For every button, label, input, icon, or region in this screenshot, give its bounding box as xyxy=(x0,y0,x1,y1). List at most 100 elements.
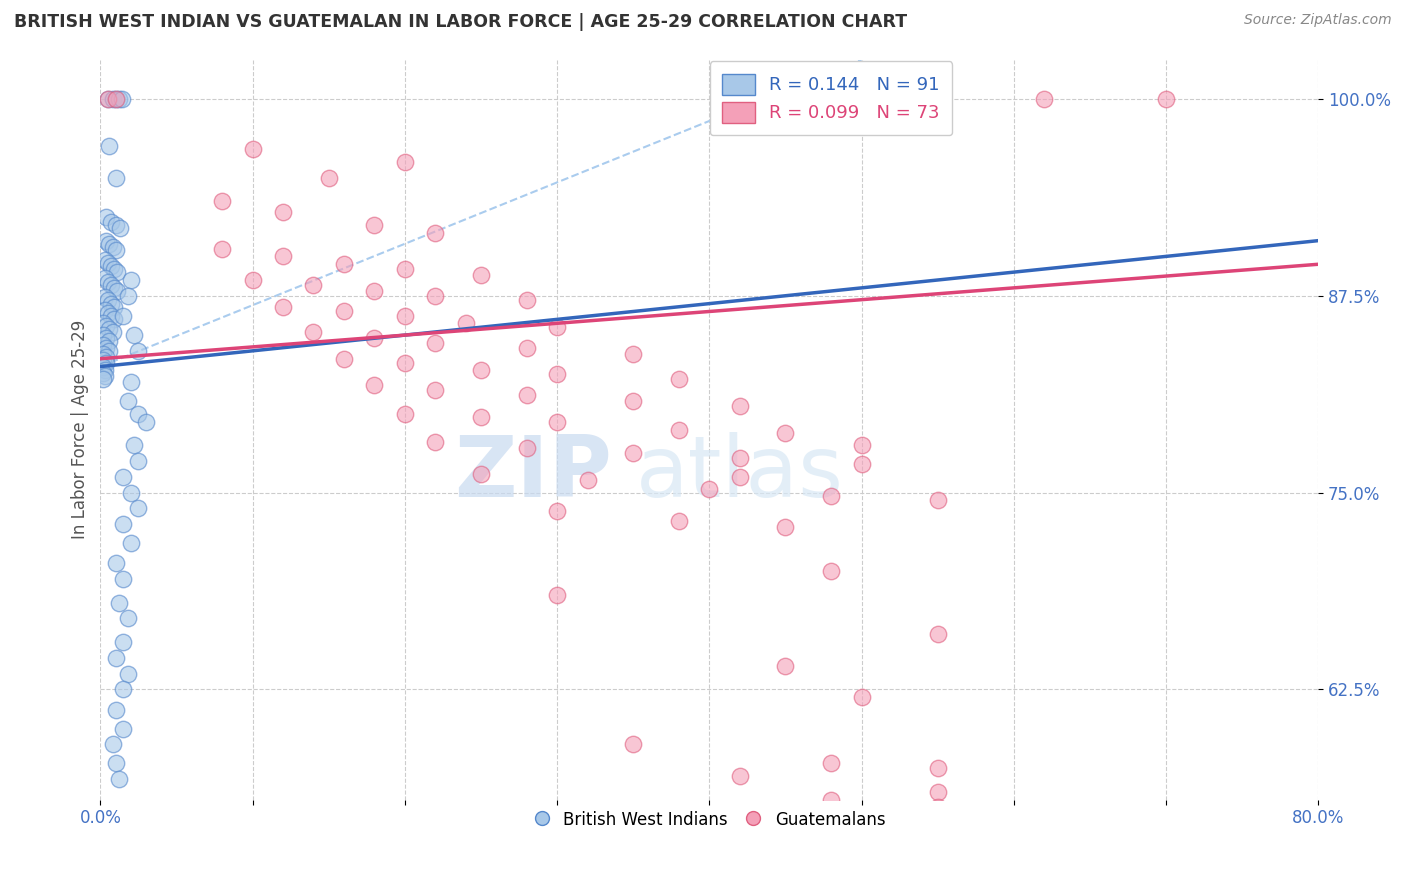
Point xyxy=(576,473,599,487)
Point xyxy=(621,394,644,409)
Point xyxy=(94,290,117,304)
Point xyxy=(120,273,142,287)
Point xyxy=(271,300,294,314)
Point xyxy=(107,772,129,786)
Point xyxy=(101,325,124,339)
Point xyxy=(97,92,120,106)
Point xyxy=(104,243,127,257)
Point xyxy=(93,347,115,361)
Point xyxy=(120,376,142,390)
Point xyxy=(111,92,134,106)
Point xyxy=(93,328,115,343)
Point xyxy=(96,331,118,345)
Point xyxy=(546,368,568,382)
Point xyxy=(775,425,797,440)
Point xyxy=(394,309,416,323)
Point xyxy=(333,351,356,366)
Point xyxy=(333,257,356,271)
Point xyxy=(93,353,115,368)
Point xyxy=(546,504,568,518)
Point xyxy=(470,268,492,283)
Point xyxy=(93,316,115,330)
Point xyxy=(425,383,447,397)
Text: ZIP: ZIP xyxy=(454,433,612,516)
Point xyxy=(394,262,416,277)
Point xyxy=(728,470,751,484)
Point xyxy=(668,423,690,437)
Text: atlas: atlas xyxy=(637,433,844,516)
Point xyxy=(546,588,568,602)
Point xyxy=(104,756,127,771)
Point xyxy=(93,359,115,374)
Y-axis label: In Labor Force | Age 25-29: In Labor Force | Age 25-29 xyxy=(72,320,89,539)
Point xyxy=(127,454,149,468)
Point xyxy=(96,234,118,248)
Point xyxy=(820,564,842,578)
Point xyxy=(112,309,135,323)
Point xyxy=(1033,92,1056,106)
Point xyxy=(820,489,842,503)
Point xyxy=(94,271,117,285)
Point xyxy=(775,520,797,534)
Point xyxy=(127,501,149,516)
Point xyxy=(425,435,447,450)
Point xyxy=(112,635,135,649)
Point xyxy=(363,378,385,392)
Point xyxy=(546,415,568,429)
Point xyxy=(105,265,128,279)
Point xyxy=(100,309,122,323)
Point xyxy=(98,322,121,336)
Point xyxy=(94,252,117,267)
Point xyxy=(851,438,873,452)
Point xyxy=(104,170,127,185)
Text: BRITISH WEST INDIAN VS GUATEMALAN IN LABOR FORCE | AGE 25-29 CORRELATION CHART: BRITISH WEST INDIAN VS GUATEMALAN IN LAB… xyxy=(14,13,907,31)
Point xyxy=(104,92,127,106)
Point xyxy=(100,259,122,273)
Point xyxy=(96,318,118,333)
Point xyxy=(516,442,538,456)
Point xyxy=(105,284,128,298)
Point xyxy=(621,446,644,460)
Point xyxy=(127,343,149,358)
Point xyxy=(394,155,416,169)
Legend: British West Indians, Guatemalans: British West Indians, Guatemalans xyxy=(527,805,891,836)
Point xyxy=(96,341,118,355)
Point xyxy=(394,407,416,421)
Point xyxy=(94,369,117,384)
Point xyxy=(851,457,873,471)
Point xyxy=(728,450,751,465)
Point xyxy=(211,194,233,209)
Point xyxy=(211,242,233,256)
Point xyxy=(112,682,135,697)
Point xyxy=(333,304,356,318)
Point xyxy=(470,409,492,424)
Point xyxy=(93,366,115,380)
Point xyxy=(302,325,325,339)
Point xyxy=(927,493,949,508)
Point xyxy=(98,334,121,349)
Point xyxy=(425,336,447,351)
Point xyxy=(96,350,118,364)
Point xyxy=(363,331,385,345)
Point xyxy=(107,92,129,106)
Point xyxy=(516,293,538,308)
Point xyxy=(728,769,751,783)
Point xyxy=(112,516,135,531)
Point xyxy=(516,341,538,355)
Point xyxy=(127,407,149,421)
Point xyxy=(98,139,121,153)
Point xyxy=(103,281,125,295)
Point xyxy=(117,289,139,303)
Point xyxy=(97,255,120,269)
Point xyxy=(100,277,122,292)
Text: Source: ZipAtlas.com: Source: ZipAtlas.com xyxy=(1244,13,1392,28)
Point xyxy=(101,92,124,106)
Point xyxy=(122,438,145,452)
Point xyxy=(470,363,492,377)
Point xyxy=(318,170,340,185)
Point xyxy=(820,756,842,771)
Point xyxy=(302,277,325,292)
Point xyxy=(516,388,538,402)
Point xyxy=(101,240,124,254)
Point xyxy=(117,666,139,681)
